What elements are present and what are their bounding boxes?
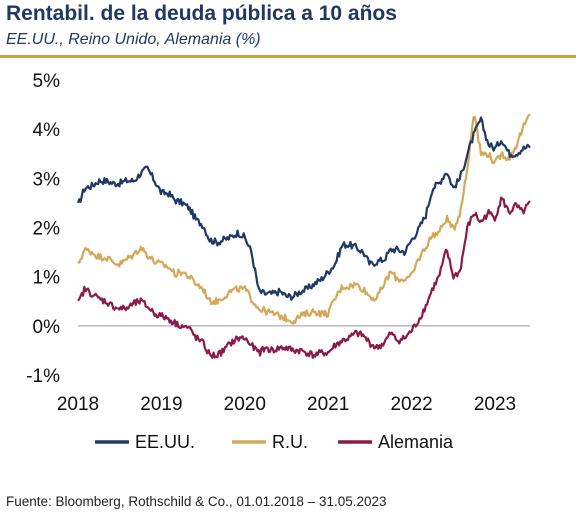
source-note: Fuente: Bloomberg, Rothschild & Co., 01.… (6, 494, 387, 509)
series-lines (76, 113, 531, 359)
legend-label: Alemania (378, 432, 454, 452)
chart-title: Rentabil. de la deuda pública a 10 años (6, 2, 397, 25)
y-tick-label: 1% (33, 268, 61, 289)
chart-subtitle: EE.UU., Reino Unido, Alemania (%) (6, 31, 261, 48)
title-divider (0, 55, 576, 58)
series-line-alemania (77, 196, 531, 359)
y-tick-label: -1% (26, 366, 60, 387)
x-tick-label: 2019 (140, 394, 182, 415)
x-tick-label: 2020 (224, 394, 266, 415)
y-tick-label: 4% (33, 120, 61, 141)
y-tick-label: 3% (33, 169, 61, 190)
legend-label: R.U. (272, 432, 308, 452)
series-line-r-u (77, 113, 531, 325)
y-tick-label: 0% (33, 317, 61, 338)
series-line-ee-uu (76, 116, 531, 301)
yield-line-chart: -1% 0% 1% 2% 3% 4% 5% 2018 2019 2020 2021 2022 2023… (26, 71, 531, 452)
y-tick-label: 5% (33, 71, 61, 92)
x-tick-label: 2022 (390, 394, 432, 415)
x-tick-label: 2018 (57, 394, 99, 415)
y-tick-label: 2% (33, 219, 61, 240)
chart-legend: EE.UU. R.U. Alemania (95, 432, 454, 452)
x-axis-ticks: 2018 2019 2020 2021 2022 2023 (57, 394, 516, 415)
legend-label: EE.UU. (135, 432, 195, 452)
x-tick-label: 2023 (474, 394, 516, 415)
x-tick-label: 2021 (307, 394, 349, 415)
y-axis-ticks: -1% 0% 1% 2% 3% 4% 5% (26, 71, 60, 387)
